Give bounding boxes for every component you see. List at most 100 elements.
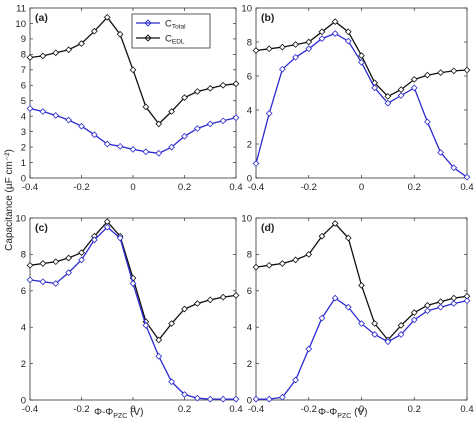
y-tick-label-a-8: 8 xyxy=(21,50,26,61)
point-edl-d-8 xyxy=(358,281,365,289)
y-tick-label-b-0: 0 xyxy=(247,173,252,184)
point-total-a-7 xyxy=(116,142,124,150)
y-tick-label-a-9: 9 xyxy=(21,34,26,45)
point-edl-c-15 xyxy=(219,293,227,301)
point-total-b-4 xyxy=(305,45,313,53)
point-total-c-12 xyxy=(181,391,188,398)
point-edl-a-4 xyxy=(78,40,85,47)
point-total-c-11 xyxy=(168,378,175,386)
y-tick-label-a-11: 11 xyxy=(16,3,26,14)
y-tick-label-c-2: 4 xyxy=(21,323,26,334)
x-tick-label-a-2: 0 xyxy=(130,182,135,193)
y-tick-label-b-5: 10 xyxy=(241,3,252,14)
x-tick-label-b-1: -0.2 xyxy=(301,182,317,193)
point-edl-b-2 xyxy=(279,43,286,51)
x-tick-label-b-4: 0.4 xyxy=(460,182,473,193)
point-total-a-1 xyxy=(39,108,47,115)
point-total-c-1 xyxy=(39,278,47,286)
point-total-a-9 xyxy=(142,148,150,156)
point-edl-a-6 xyxy=(103,13,111,21)
y-tick-label-c-0: 0 xyxy=(21,395,26,406)
point-total-b-14 xyxy=(437,149,444,156)
point-total-a-10 xyxy=(155,149,163,157)
point-edl-a-8 xyxy=(129,66,137,74)
point-edl-d-6 xyxy=(331,220,339,227)
point-edl-d-7 xyxy=(344,234,352,242)
point-edl-d-0 xyxy=(252,263,260,271)
y-tick-label-a-4: 4 xyxy=(21,111,26,122)
point-total-a-2 xyxy=(52,112,60,119)
point-total-d-0 xyxy=(252,395,260,403)
y-tick-label-a-7: 7 xyxy=(21,65,26,76)
point-edl-d-11 xyxy=(397,322,405,329)
point-total-d-2 xyxy=(279,393,286,401)
point-edl-a-7 xyxy=(116,30,124,38)
point-total-a-8 xyxy=(129,146,137,153)
point-edl-c-0 xyxy=(26,261,34,269)
point-total-a-12 xyxy=(181,132,188,140)
legend-edl-main: C xyxy=(165,34,172,45)
y-axis-label: Capacitance (µF cm⁻²) xyxy=(4,149,15,251)
y-tick-label-a-2: 2 xyxy=(21,142,26,153)
point-total-b-12 xyxy=(410,84,418,92)
panel-d: -0.4 -0.2 0 0.2 0.4 0 2 4 6 8 10 (d) xyxy=(241,213,473,415)
point-edl-d-3 xyxy=(292,256,299,264)
point-edl-c-10 xyxy=(155,336,163,344)
y-tick-label-a-1: 1 xyxy=(21,158,26,169)
point-edl-b-12 xyxy=(410,76,418,83)
plot-area-c xyxy=(29,217,237,401)
point-edl-c-16 xyxy=(232,291,240,299)
y-tick-label-a-6: 6 xyxy=(21,81,26,92)
point-edl-b-10 xyxy=(384,93,392,100)
point-total-d-11 xyxy=(397,331,405,338)
point-total-b-3 xyxy=(292,53,299,61)
x-tick-label-d-2: 0 xyxy=(359,404,364,415)
point-edl-a-9 xyxy=(142,103,150,111)
y-tick-label-c-5: 10 xyxy=(15,213,26,224)
point-total-b-7 xyxy=(344,37,352,45)
point-total-b-6 xyxy=(331,30,339,37)
point-total-b-8 xyxy=(358,59,365,66)
x-axis-label-right: Φ-ΦPZC (V) xyxy=(318,407,367,420)
point-total-d-3 xyxy=(292,376,299,384)
x-tick-label-d-1: -0.2 xyxy=(301,404,317,415)
point-total-a-5 xyxy=(91,131,98,139)
point-edl-a-13 xyxy=(194,88,201,95)
point-total-a-14 xyxy=(206,120,214,128)
point-edl-b-14 xyxy=(437,69,444,76)
point-edl-d-12 xyxy=(410,309,418,317)
x-axis-label-right-unit: (V) xyxy=(351,407,367,418)
point-total-d-13 xyxy=(424,307,431,315)
legend-total-main: C xyxy=(165,19,172,30)
y-tick-label-d-4: 8 xyxy=(247,250,252,261)
point-edl-a-11 xyxy=(168,108,175,115)
point-total-d-1 xyxy=(265,395,273,403)
point-total-d-12 xyxy=(410,316,418,324)
y-tick-label-d-0: 0 xyxy=(247,395,252,406)
x-axis-label-left-unit: (V) xyxy=(127,407,143,418)
point-total-b-10 xyxy=(384,99,392,107)
x-tick-label-b-2: 0 xyxy=(359,182,364,193)
point-total-c-15 xyxy=(219,395,227,403)
y-tick-label-d-2: 4 xyxy=(247,323,252,334)
panel-label-b: (b) xyxy=(261,12,274,24)
point-edl-b-16 xyxy=(463,66,471,74)
point-edl-a-12 xyxy=(181,94,188,102)
legend-total-sub: Total xyxy=(172,24,186,31)
point-edl-c-2 xyxy=(52,258,60,266)
x-tick-label-a-1: -0.2 xyxy=(73,182,89,193)
legend-edl-sub: EDL xyxy=(172,39,185,46)
point-total-a-0 xyxy=(26,105,34,112)
point-total-d-7 xyxy=(344,303,352,311)
point-total-c-2 xyxy=(52,280,60,287)
point-edl-d-4 xyxy=(305,251,313,258)
point-edl-a-0 xyxy=(26,54,34,61)
panel-label-c: (c) xyxy=(35,222,48,234)
point-total-b-13 xyxy=(424,118,431,126)
point-total-b-15 xyxy=(450,164,458,172)
point-total-d-15 xyxy=(450,300,458,307)
panels: -0.4 -0.2 0 0.2 0.4 0 1 2 3 4 5 6 7 8 9 10 11 (a) -0.4 -0.2… xyxy=(15,3,473,415)
point-total-d-14 xyxy=(437,303,444,311)
point-total-b-11 xyxy=(397,92,405,99)
point-total-c-16 xyxy=(232,395,240,403)
